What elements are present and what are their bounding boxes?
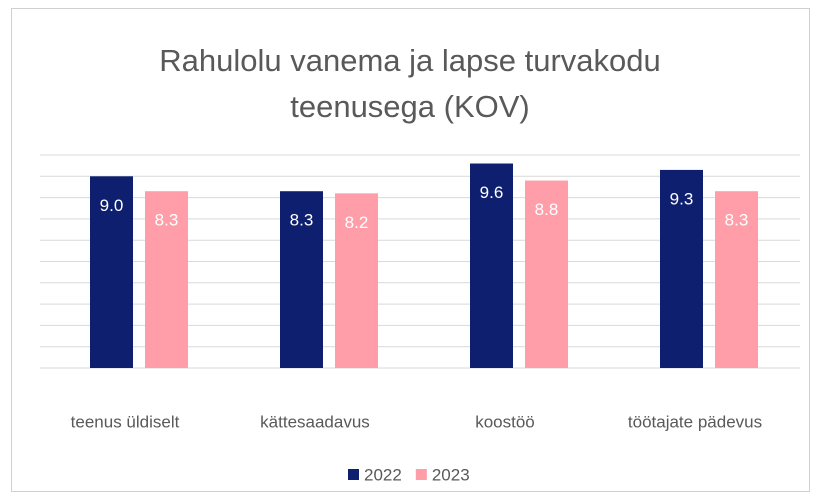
data-label: 9.0 — [100, 196, 124, 215]
data-label: 8.3 — [725, 211, 749, 230]
bar — [335, 193, 378, 368]
bar — [145, 191, 188, 368]
legend-label: 2023 — [432, 465, 470, 484]
data-label: 9.3 — [670, 189, 694, 208]
legend-label: 2022 — [364, 465, 402, 484]
bar — [715, 191, 758, 368]
x-tick-label: töötajate pädevus — [628, 412, 762, 431]
data-label: 8.3 — [290, 211, 314, 230]
x-tick-label: kättesaadavus — [260, 412, 370, 431]
bar — [525, 180, 568, 368]
bar — [470, 163, 513, 368]
data-label: 8.8 — [535, 200, 559, 219]
data-label: 8.3 — [155, 211, 179, 230]
data-label: 8.2 — [345, 213, 369, 232]
bar — [90, 176, 133, 368]
legend-swatch — [415, 469, 427, 480]
x-tick-label: teenus üldiselt — [71, 412, 180, 431]
bar — [280, 191, 323, 368]
x-tick-label: koostöö — [475, 412, 535, 431]
legend-swatch — [348, 469, 359, 480]
data-label: 9.6 — [480, 183, 504, 202]
chart-title: Rahulolu vanema ja lapse turvakodu teenu… — [159, 43, 661, 124]
bar — [660, 169, 703, 368]
